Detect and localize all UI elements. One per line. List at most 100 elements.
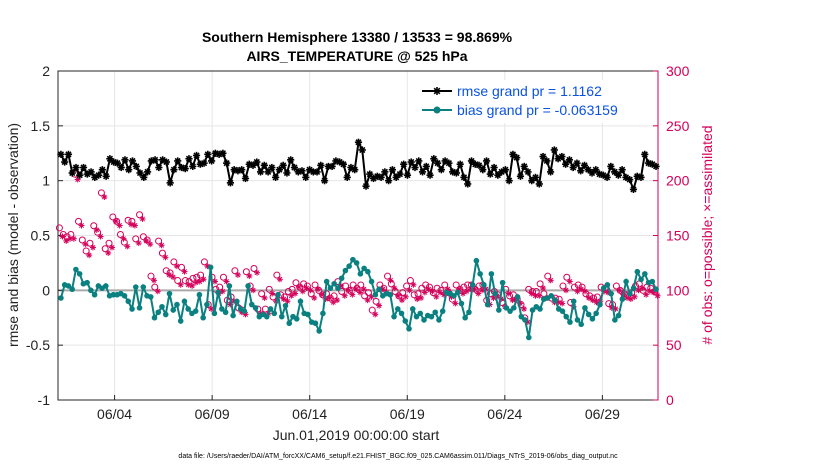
obs-possible-marker (143, 236, 151, 244)
bias-point (275, 291, 281, 298)
obs-assimilated-marker (116, 222, 123, 229)
rmse-point (204, 150, 212, 158)
obs-assimilated-marker (402, 293, 409, 300)
rmse-point (162, 158, 170, 166)
obs-possible-marker (570, 283, 578, 291)
obs-assimilated-marker (349, 291, 356, 298)
obs-possible-marker (528, 288, 536, 296)
bias-point (627, 290, 633, 297)
obs-possible-marker (338, 288, 346, 296)
rmse-point (320, 177, 329, 185)
rmse-point (272, 173, 280, 181)
bias-point (125, 298, 132, 305)
rmse-point (460, 173, 468, 181)
rmse-point (283, 169, 291, 177)
bias-point (428, 313, 435, 320)
rmse-point (343, 173, 351, 181)
rmse-point (437, 166, 445, 174)
rmse-point (328, 162, 336, 171)
legend-item-rmse: rmse grand pr = 1.1162 (422, 83, 602, 99)
obs-possible-marker (170, 258, 178, 266)
bias-point (574, 317, 581, 323)
bias-point (439, 308, 446, 314)
obs-possible-marker (166, 269, 174, 277)
rmse-point (79, 163, 88, 172)
bias-point (368, 278, 375, 285)
bias-point (245, 283, 251, 289)
bias-point (353, 260, 360, 266)
bias-point (136, 305, 143, 311)
y-tick-label: 0.5 (31, 228, 51, 244)
obs-assimilated-marker (250, 287, 257, 294)
bias-point (406, 325, 412, 332)
obs-possible-marker (307, 290, 315, 298)
obs-possible-marker (162, 267, 170, 275)
obs-possible-marker (372, 297, 380, 305)
obs-assimilated-marker (253, 269, 260, 276)
bias-point (211, 310, 218, 317)
bias-point (267, 306, 274, 312)
rmse-point (377, 173, 385, 181)
rmse-point (185, 155, 193, 163)
bias-point (612, 317, 618, 323)
bias-point (252, 305, 259, 311)
rmse-point (396, 170, 404, 178)
obs-possible-marker (315, 286, 323, 294)
bias-point (402, 318, 409, 324)
obs-assimilated-marker (406, 287, 413, 294)
bias-point (458, 300, 465, 307)
obs-assimilated-marker (521, 305, 528, 312)
obs-assimilated-marker (135, 240, 142, 247)
bias-point (185, 306, 191, 312)
bias-point (88, 287, 94, 294)
bias-point (121, 293, 128, 299)
rmse-point (302, 173, 310, 181)
bias-point (286, 320, 293, 327)
obs-possible-marker (345, 286, 353, 294)
rmse-point (641, 150, 649, 158)
x-tick-label: 06/09 (195, 406, 230, 422)
rmse-point (155, 163, 163, 172)
rmse-point (181, 165, 189, 173)
bias-point (451, 293, 457, 299)
bias-point (226, 283, 233, 289)
obs-assimilated-marker (101, 194, 108, 201)
legend-rmse-label: rmse grand pr = 1.1162 (457, 83, 602, 99)
rmse-point (72, 163, 80, 172)
bias-point (159, 303, 165, 310)
y2-tick-label: 0 (666, 392, 674, 408)
rmse-point (479, 166, 487, 174)
bias-point (196, 291, 203, 298)
bias-point (548, 293, 555, 299)
bias-point (488, 271, 495, 277)
rmse-point (362, 182, 370, 190)
bias-point (65, 283, 72, 289)
obs-possible-marker (590, 294, 598, 302)
bias-line (59, 258, 657, 338)
obs-assimilated-marker (566, 278, 573, 285)
bias-point (432, 309, 439, 316)
bias-point (312, 320, 319, 327)
rmse-point (426, 171, 434, 179)
obs-possible-marker (116, 231, 124, 238)
obs-possible-marker (574, 281, 582, 289)
bias-point (413, 313, 420, 320)
bias-point (361, 265, 367, 272)
bias-point (365, 268, 371, 275)
rmse-point (260, 161, 268, 169)
obs-possible-marker (460, 283, 468, 291)
rmse-point (317, 161, 325, 169)
obs-possible-marker (250, 264, 258, 272)
bias-point (409, 306, 416, 312)
rmse-point (486, 170, 494, 178)
obs-possible-marker (410, 291, 418, 299)
obs-possible-marker (403, 282, 411, 290)
bias-point (162, 311, 169, 318)
rmse-point (189, 162, 197, 171)
rmse-point (253, 158, 261, 166)
obs-possible-marker (357, 281, 365, 289)
obs-possible-marker (105, 239, 113, 247)
bias-point (207, 264, 214, 271)
bias-point (84, 279, 90, 286)
obs-possible-marker (525, 285, 533, 293)
